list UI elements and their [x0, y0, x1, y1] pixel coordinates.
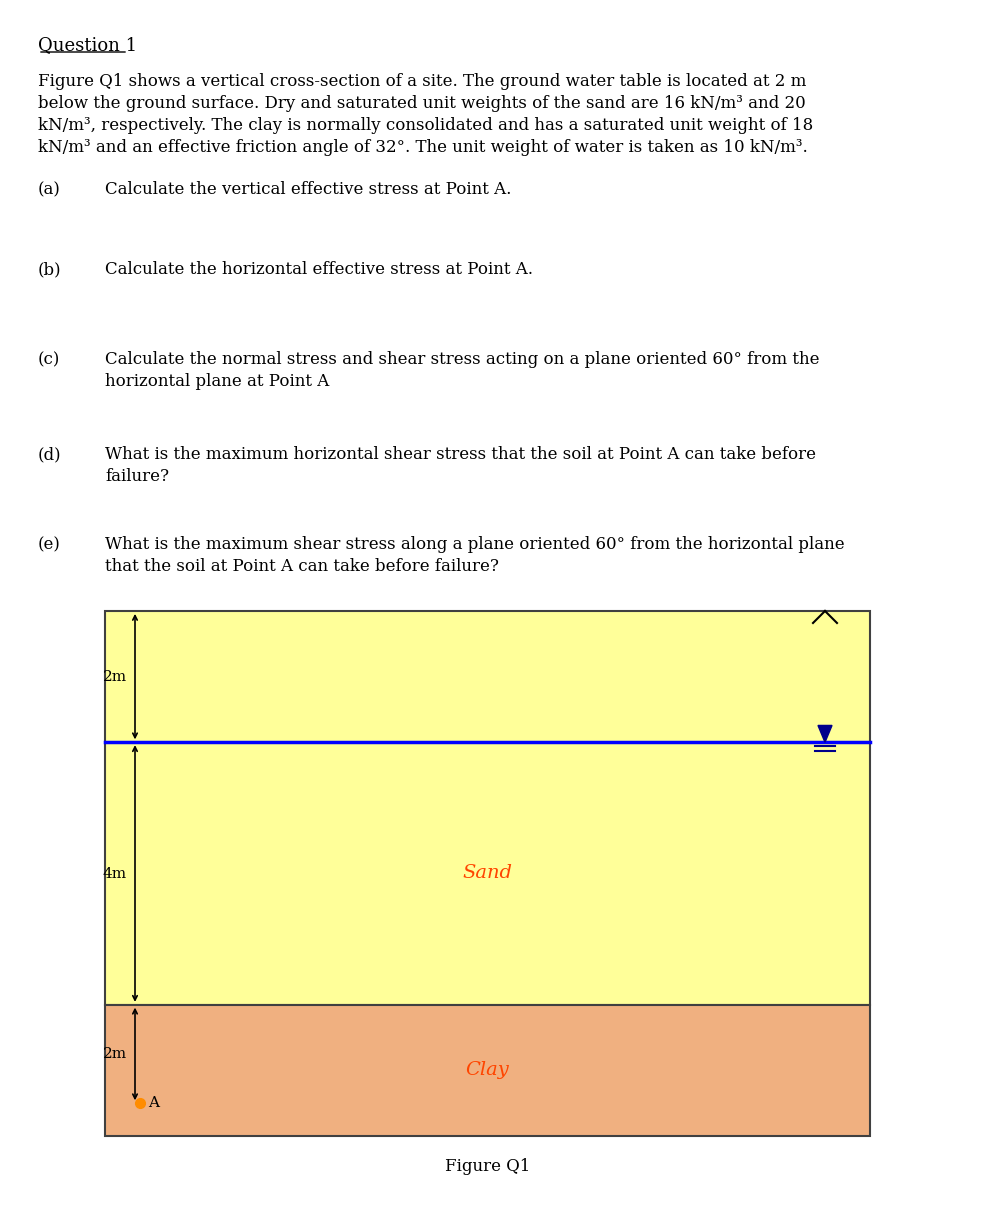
Bar	[105, 1005, 870, 1136]
Text: 2m: 2m	[103, 1046, 127, 1061]
Text: kN/m³ and an effective friction angle of 32°. The unit weight of water is taken : kN/m³ and an effective friction angle of…	[38, 139, 808, 156]
Text: 2m: 2m	[103, 669, 127, 684]
Text: below the ground surface. Dry and saturated unit weights of the sand are 16 kN/m: below the ground surface. Dry and satura…	[38, 95, 806, 112]
Text: (a): (a)	[38, 181, 61, 198]
Text: Question 1: Question 1	[38, 35, 137, 54]
Text: Clay: Clay	[466, 1061, 509, 1079]
Text: What is the maximum shear stress along a plane oriented 60° from the horizontal : What is the maximum shear stress along a…	[105, 536, 844, 553]
Text: horizontal plane at Point A: horizontal plane at Point A	[105, 372, 330, 389]
Text: failure?: failure?	[105, 468, 169, 485]
Text: Sand: Sand	[463, 864, 512, 883]
Text: 4m: 4m	[103, 867, 127, 880]
Polygon shape	[818, 725, 832, 742]
Text: (d): (d)	[38, 446, 62, 463]
Bar	[105, 610, 870, 1005]
Text: Figure Q1: Figure Q1	[445, 1158, 530, 1175]
Text: Calculate the vertical effective stress at Point A.: Calculate the vertical effective stress …	[105, 181, 511, 198]
Text: What is the maximum horizontal shear stress that the soil at Point A can take be: What is the maximum horizontal shear str…	[105, 446, 816, 463]
Text: Figure Q1 shows a vertical cross-section of a site. The ground water table is lo: Figure Q1 shows a vertical cross-section…	[38, 73, 806, 90]
Text: (b): (b)	[38, 261, 62, 278]
Text: A: A	[148, 1096, 159, 1110]
Text: kN/m³, respectively. The clay is normally consolidated and has a saturated unit : kN/m³, respectively. The clay is normall…	[38, 117, 813, 134]
Text: (c): (c)	[38, 350, 60, 368]
Text: Calculate the horizontal effective stress at Point A.: Calculate the horizontal effective stres…	[105, 261, 533, 278]
Text: (e): (e)	[38, 536, 61, 553]
Text: that the soil at Point A can take before failure?: that the soil at Point A can take before…	[105, 558, 499, 575]
Text: Calculate the normal stress and shear stress acting on a plane oriented 60° from: Calculate the normal stress and shear st…	[105, 350, 819, 368]
